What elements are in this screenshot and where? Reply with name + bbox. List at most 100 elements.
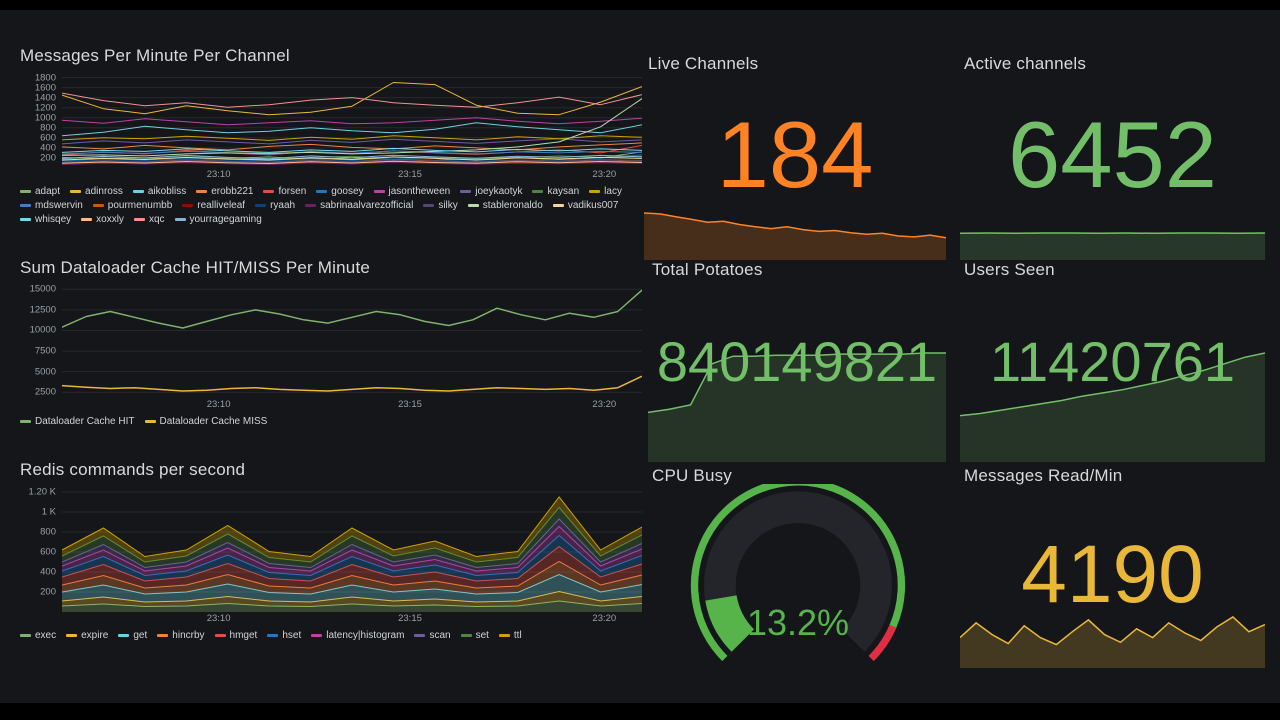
time-series-chart-redis[interactable] (62, 488, 642, 612)
legend-label: xqc (148, 214, 165, 225)
legend-color-swatch (92, 204, 104, 207)
legend-label: sabrinaalvarezofficial (320, 200, 414, 211)
legend-item-erobb221[interactable]: erobb221 (196, 186, 253, 197)
y-axis-tick: 1800 (34, 72, 56, 84)
legend-color-swatch (311, 634, 323, 637)
legend-item-hset[interactable]: hset (267, 630, 301, 641)
legend-item-ttl[interactable]: ttl (498, 630, 522, 641)
x-axis-tick: 23:20 (592, 613, 617, 624)
legend-item-adapt[interactable]: adapt (20, 186, 60, 197)
legend-item-get[interactable]: get (118, 630, 147, 641)
legend-item-expire[interactable]: expire (66, 630, 108, 641)
y-axis-tick: 12500 (29, 304, 56, 316)
legend-item-realliveleaf[interactable]: realliveleaf (182, 200, 245, 211)
x-axis-tick: 23:15 (398, 613, 422, 624)
letterbox-bottom (0, 703, 1280, 720)
panel-title[interactable]: Messages Read/Min (964, 466, 1123, 485)
legend-label: set (475, 630, 489, 641)
legend-color-swatch (532, 190, 544, 193)
legend-item-lacy[interactable]: lacy (589, 186, 622, 197)
legend-color-swatch (196, 190, 208, 193)
panel-title[interactable]: Live Channels (648, 54, 759, 73)
legend-item-hmget[interactable]: hmget (214, 630, 257, 641)
legend-label: scan (429, 630, 451, 641)
legend-label: vadikus007 (567, 200, 619, 211)
legend-label: whisqey (35, 214, 72, 225)
legend-item-xoxxly[interactable]: xoxxly (81, 214, 124, 225)
legend-label: kaysan (547, 186, 580, 197)
panel-title[interactable]: Sum Dataloader Cache HIT/MISS Per Minute (20, 258, 371, 277)
panel-title[interactable]: Users Seen (964, 260, 1055, 279)
legend-item-set[interactable]: set (460, 630, 489, 641)
legend-item-joeykaotyk[interactable]: joeykaotyk (460, 186, 522, 197)
time-series-chart-cache[interactable] (62, 286, 642, 398)
legend-label: yourragegaming (189, 214, 262, 225)
legend-color-swatch (174, 218, 186, 221)
y-axis-tick: 1.20 K (28, 486, 56, 498)
y-axis-tick: 1600 (34, 82, 56, 94)
stat-value-active-channels: 6452 (1007, 102, 1218, 207)
legend-item-dataloader-cache-hit[interactable]: Dataloader Cache HIT (20, 416, 135, 427)
panel-total-potatoes: Total Potatoes 840149821 (647, 252, 946, 462)
legend-item-ryaah[interactable]: ryaah (255, 200, 295, 211)
legend-item-silky[interactable]: silky (423, 200, 458, 211)
legend-item-exec[interactable]: exec (20, 630, 56, 641)
legend-item-xqc[interactable]: xqc (133, 214, 165, 225)
chart-legend: adapt adinross aikobliss erobb221 forsen goos… (20, 186, 632, 228)
legend-item-mdswervin[interactable]: mdswervin (20, 200, 83, 211)
legend-item-yourragegaming[interactable]: yourragegaming (174, 214, 262, 225)
legend-color-swatch (66, 634, 78, 637)
legend-item-goosey[interactable]: goosey (316, 186, 364, 197)
legend-item-scan[interactable]: scan (414, 630, 451, 641)
legend-item-forsen[interactable]: forsen (263, 186, 306, 197)
legend-color-swatch (460, 190, 472, 193)
y-axis-tick: 1200 (34, 102, 56, 114)
legend-label: hincrby (172, 630, 205, 641)
legend-label: mdswervin (35, 200, 83, 211)
panel-title[interactable]: Total Potatoes (652, 260, 763, 279)
legend-label: adinross (85, 186, 123, 197)
y-axis-tick: 10000 (29, 324, 56, 336)
legend-label: adapt (35, 186, 61, 197)
legend-item-kaysan[interactable]: kaysan (532, 186, 579, 197)
panel-title[interactable]: Active channels (964, 54, 1087, 73)
legend-item-vadikus007[interactable]: vadikus007 (552, 200, 619, 211)
legend-item-dataloader-cache-miss[interactable]: Dataloader Cache MISS (144, 416, 268, 427)
legend-color-swatch (589, 190, 601, 193)
legend-item-pourmenumbb[interactable]: pourmenumbb (92, 200, 172, 211)
y-axis-tick: 1 K (41, 506, 56, 518)
legend-item-stableronaldo[interactable]: stableronaldo (467, 200, 543, 211)
legend-color-swatch (267, 634, 279, 637)
y-axis-tick: 400 (40, 142, 56, 154)
legend-color-swatch (20, 204, 31, 207)
y-axis: 200 400 600 800 1 K 1.20 K (20, 486, 62, 612)
legend-label: ttl (513, 630, 522, 641)
legend-color-swatch (144, 420, 156, 423)
legend-label: hset (282, 630, 302, 641)
panel-title[interactable]: Messages Per Minute Per Channel (20, 46, 290, 65)
legend-item-jasontheween[interactable]: jasontheween (373, 186, 450, 197)
legend-color-swatch (133, 218, 145, 221)
x-axis-tick: 23:20 (592, 169, 617, 180)
legend-label: joeykaotyk (475, 186, 523, 197)
panel-title[interactable]: CPU Busy (652, 466, 733, 485)
chart-legend: Dataloader Cache HIT Dataloader Cache MIS… (20, 416, 632, 430)
legend-item-adinross[interactable]: adinross (70, 186, 123, 197)
legend-item-aikobliss[interactable]: aikobliss (132, 186, 186, 197)
legend-label: latency|histogram (326, 630, 405, 641)
sparkline-users-seen (959, 352, 1266, 462)
legend-label: Dataloader Cache MISS (159, 416, 268, 427)
time-series-chart-messages[interactable] (62, 74, 642, 168)
legend-color-swatch (20, 190, 31, 193)
y-axis-tick: 600 (40, 546, 56, 558)
panel-title[interactable]: Redis commands per second (20, 460, 246, 479)
y-axis-tick: 800 (40, 122, 56, 134)
legend-item-latency-histogram[interactable]: latency|histogram (311, 630, 404, 641)
panel-cpu-busy: CPU Busy 13.2% (648, 458, 948, 668)
legend-item-whisqey[interactable]: whisqey (20, 214, 71, 225)
x-axis-tick: 23:20 (592, 399, 617, 410)
legend-item-hincrby[interactable]: hincrby (157, 630, 205, 641)
legend-item-sabrinaalvarezofficial[interactable]: sabrinaalvarezofficial (305, 200, 413, 211)
legend-color-swatch (20, 218, 31, 221)
legend-label: exec (35, 630, 57, 641)
